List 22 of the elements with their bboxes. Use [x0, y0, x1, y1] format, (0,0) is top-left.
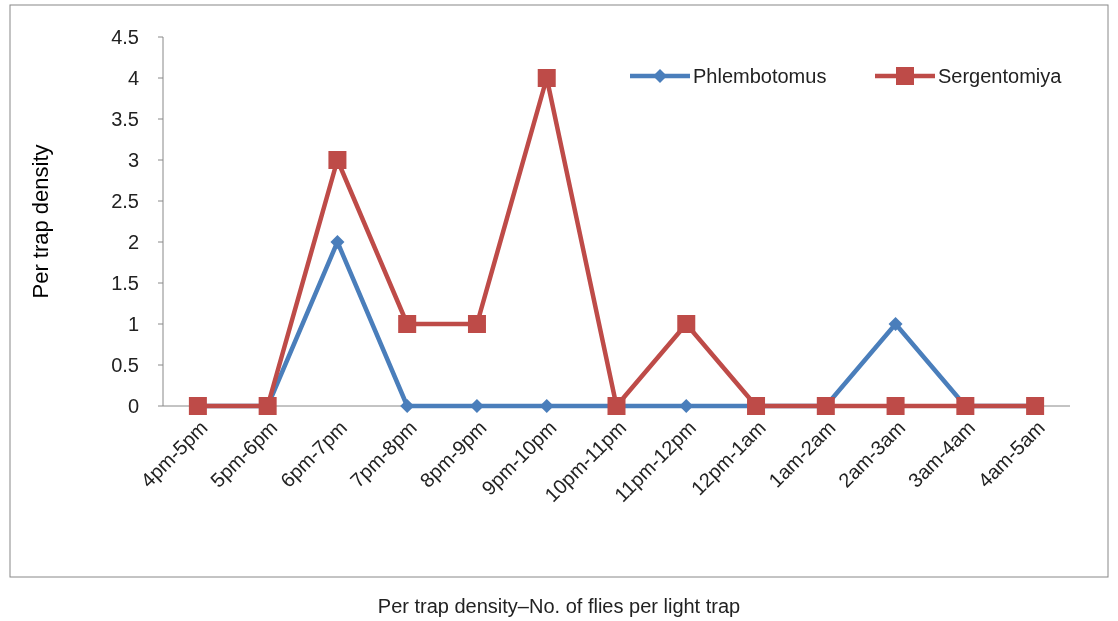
y-tick-label: 2.5	[111, 190, 139, 212]
point	[677, 315, 696, 333]
text: Per trap density–No. of flies per light trap	[377, 595, 741, 617]
legend-label: Phlembotomus	[693, 65, 827, 87]
point	[537, 69, 556, 87]
point	[398, 315, 417, 333]
y-tick-label: 4.5	[111, 26, 139, 48]
legend-label: Sergentomiya	[938, 65, 1063, 87]
y-tick-label: 3	[127, 149, 139, 171]
y-tick-label: 0.5	[111, 354, 139, 376]
point	[886, 397, 905, 415]
y-tick-label: 4	[127, 67, 139, 89]
y-tick-label: 3.5	[111, 108, 139, 130]
point	[467, 315, 486, 333]
y-tick-label: 1	[127, 313, 139, 335]
y-axis-title: Per trap density	[28, 144, 53, 299]
y-tick-label: 2	[127, 231, 139, 253]
point	[888, 317, 903, 331]
y-tick-label: 0	[127, 395, 139, 417]
point	[328, 151, 347, 169]
y-tick-label: 1.5	[111, 272, 139, 294]
point	[330, 235, 345, 249]
